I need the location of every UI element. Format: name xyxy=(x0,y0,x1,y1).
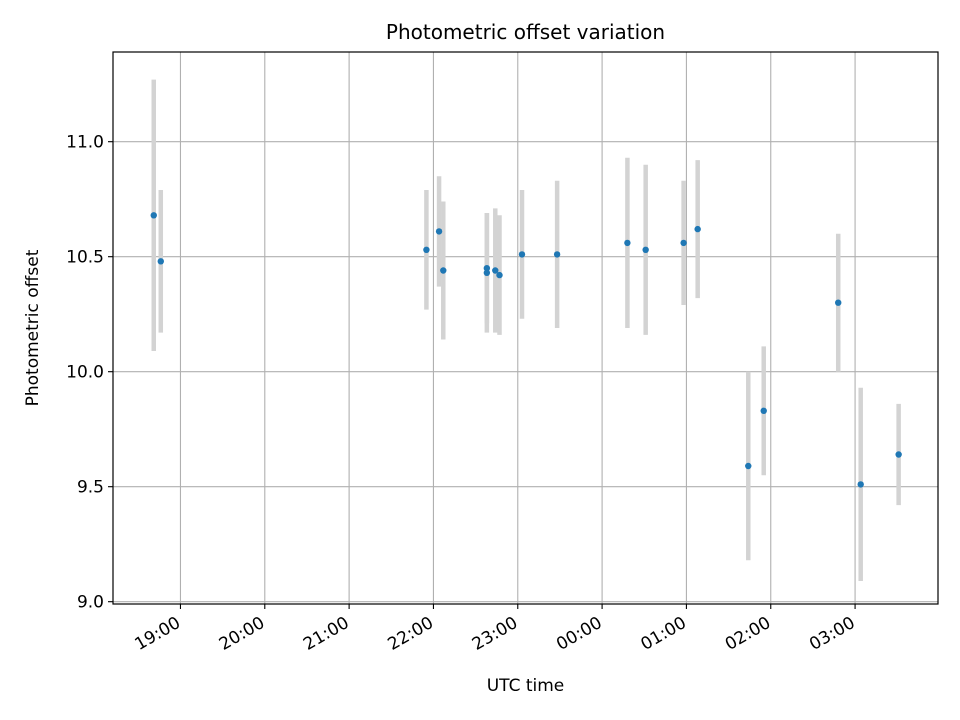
data-point xyxy=(694,225,701,233)
y-tick-label: 9.5 xyxy=(77,478,104,498)
data-points xyxy=(150,212,902,488)
chart-title: Photometric offset variation xyxy=(386,20,665,44)
data-point xyxy=(642,246,649,253)
y-tick-label: 10.5 xyxy=(66,248,104,268)
data-point xyxy=(435,228,443,235)
data-point xyxy=(483,265,491,272)
y-axis-label: Photometric offset xyxy=(23,249,43,406)
data-point xyxy=(680,239,687,247)
data-point xyxy=(835,299,842,306)
data-point xyxy=(440,267,447,274)
data-point xyxy=(895,451,902,458)
data-point xyxy=(518,251,526,258)
x-axis-label: UTC time xyxy=(487,676,565,696)
data-point xyxy=(150,212,157,219)
data-point xyxy=(492,267,499,274)
data-point xyxy=(624,239,631,247)
y-tick-label: 10.0 xyxy=(66,363,104,383)
data-point xyxy=(496,271,503,279)
grid xyxy=(113,52,938,604)
data-point xyxy=(157,258,164,265)
y-tick-label: 11.0 xyxy=(66,133,104,153)
y-axis-ticks: 9.0 9.5 10.0 10.5 11.0 xyxy=(66,133,113,613)
data-point xyxy=(857,481,864,488)
data-point xyxy=(745,462,752,470)
plot-frame xyxy=(112,51,939,605)
data-point xyxy=(760,407,767,414)
data-point xyxy=(553,251,561,258)
data-point xyxy=(423,246,430,253)
y-tick-label: 9.0 xyxy=(77,593,104,613)
data-point xyxy=(483,269,491,276)
